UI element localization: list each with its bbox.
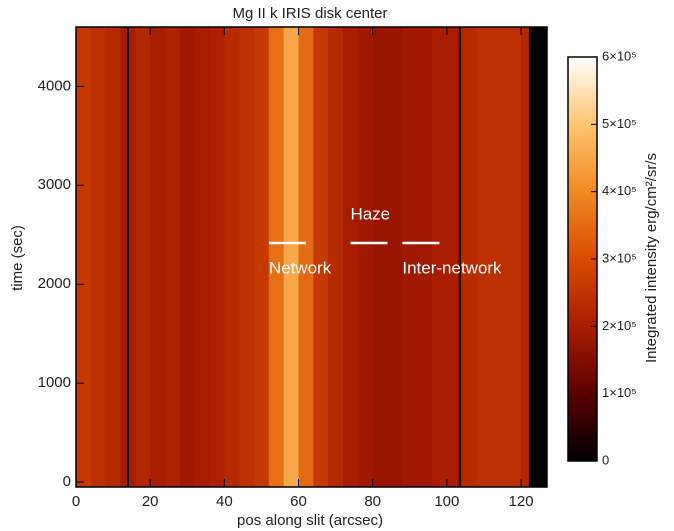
x-axis-label: pos along slit (arcsec): [237, 512, 383, 529]
heat-cell: [461, 27, 477, 487]
y-tick-label: 4000: [38, 77, 71, 94]
plot-frame: [75, 26, 548, 488]
heat-cell: [90, 27, 107, 487]
heat-cell: [283, 27, 299, 487]
y-tick-label: 2000: [38, 275, 71, 292]
heat-cell: [432, 27, 448, 487]
x-tick-label: 120: [509, 493, 534, 510]
heat-cell: [298, 27, 314, 487]
y-tick-label: 0: [63, 473, 71, 490]
heat-cell: [357, 27, 374, 487]
heat-cell: [150, 27, 166, 487]
heat-cell: [165, 27, 181, 487]
x-tick-label: 60: [290, 493, 307, 510]
heat-cell: [446, 27, 463, 487]
chart-title: Mg II k IRIS disk center: [232, 5, 387, 22]
colorbar-tick-label: 4×10⁵: [602, 183, 637, 198]
y-tick-label: 1000: [38, 374, 71, 391]
heat-cell: [372, 27, 388, 487]
heat-cell: [76, 27, 92, 487]
colorbar-tick-label: 0: [602, 452, 609, 467]
heat-cell: [194, 27, 210, 487]
x-tick-label: 80: [364, 493, 381, 510]
heat-cell: [343, 27, 359, 487]
annotation-text: Inter-network: [402, 258, 502, 277]
heat-cell: [506, 27, 522, 487]
heat-cell: [313, 27, 329, 487]
heat-cell: [179, 27, 196, 487]
x-tick-label: 40: [216, 493, 233, 510]
heat-cell: [417, 27, 433, 487]
heat-cell: [254, 27, 270, 487]
colorbar-tick-label: 1×10⁵: [602, 385, 637, 400]
heat-cell: [521, 27, 529, 487]
heat-cell: [402, 27, 418, 487]
heat-cell: [224, 27, 240, 487]
colorbar-tick-label: 3×10⁵: [602, 250, 637, 265]
heat-cell: [476, 27, 492, 487]
heat-cell: [328, 27, 344, 487]
colorbar-tick-label: 5×10⁵: [602, 116, 637, 131]
heat-cell: [491, 27, 507, 487]
heat-cell: [209, 27, 225, 487]
heat-cell: [268, 27, 285, 487]
colorbar-label: Integrated intensity erg/cm²/sr/s: [643, 153, 660, 363]
heat-cell: [135, 27, 151, 487]
x-tick-label: 0: [72, 493, 80, 510]
heat-cell: [239, 27, 255, 487]
x-tick-label: 100: [434, 493, 459, 510]
y-axis-label: time (sec): [9, 225, 26, 291]
colorbar-tick-label: 6×10⁵: [602, 48, 637, 63]
y-tick-label: 3000: [38, 176, 71, 193]
heat-cell: [105, 27, 121, 487]
heat-cell: [387, 27, 403, 487]
annotation-text: Network: [269, 258, 332, 277]
annotation-text: Haze: [350, 204, 390, 223]
colorbar-tick-label: 2×10⁵: [602, 318, 637, 333]
x-tick-label: 20: [142, 493, 159, 510]
